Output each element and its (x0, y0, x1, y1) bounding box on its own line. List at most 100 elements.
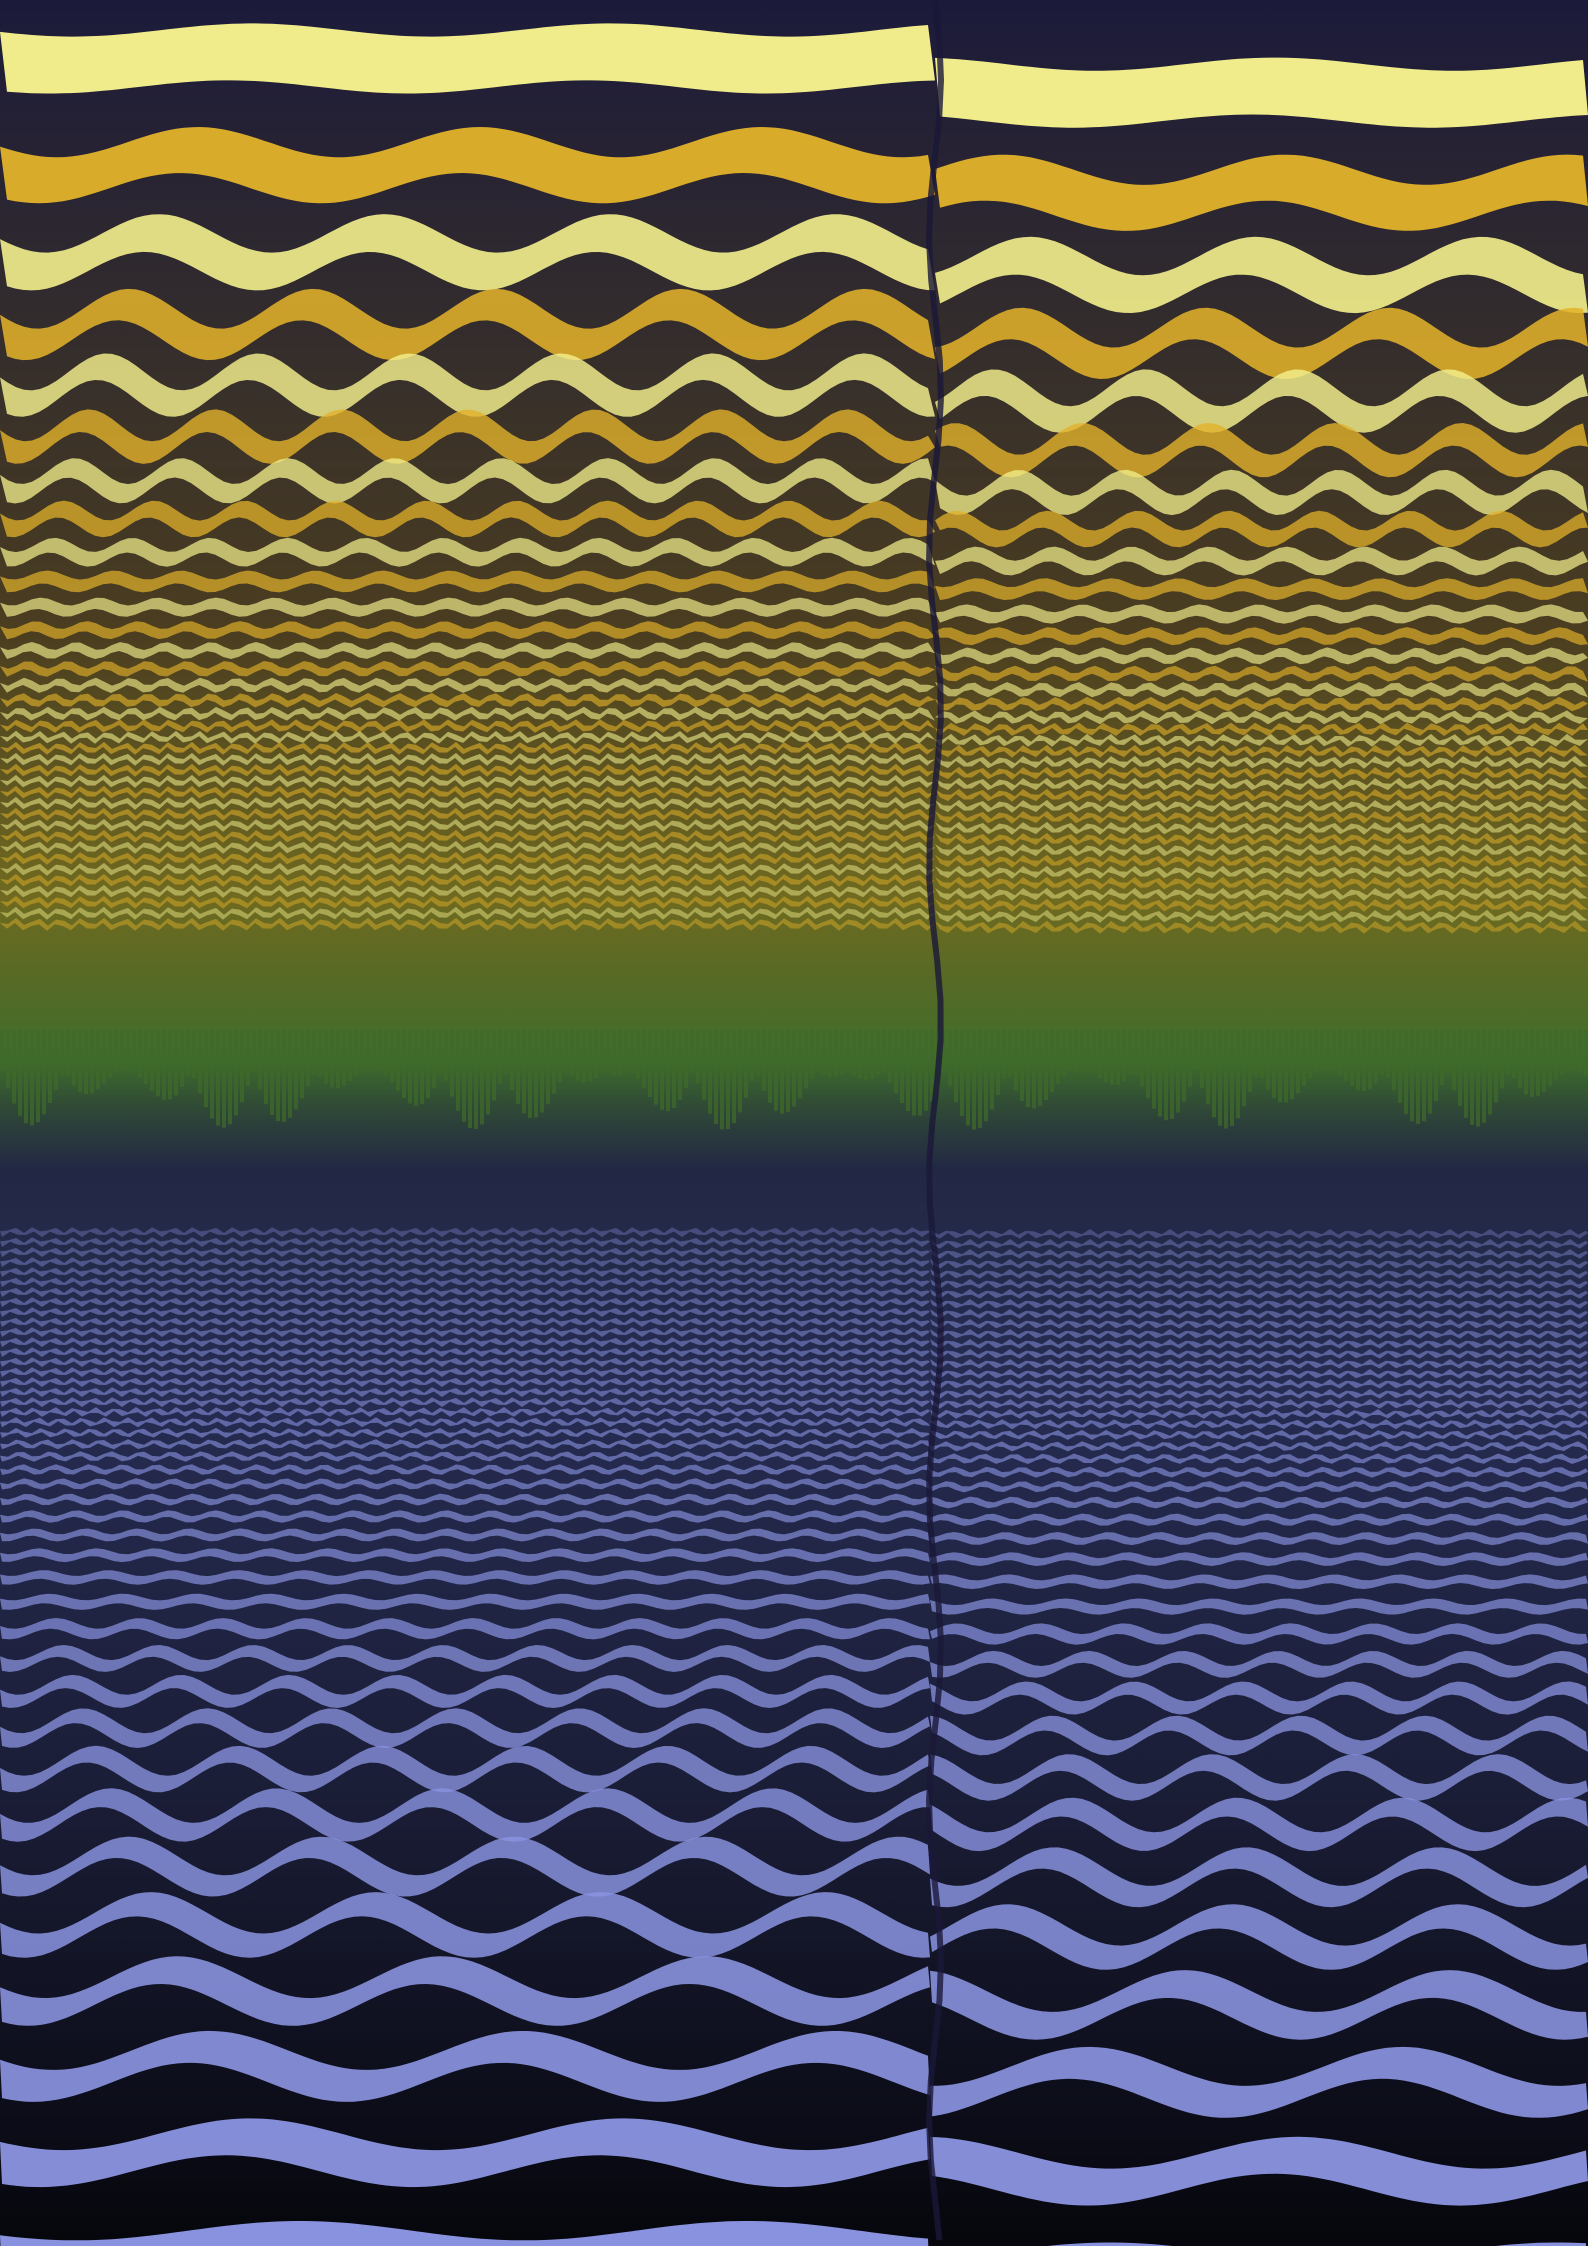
blue-stripe-left (0, 1267, 930, 1277)
gold-stripe-right (935, 647, 1588, 665)
gold-stripe-right (935, 369, 1588, 433)
green-spike (1542, 1030, 1546, 1092)
green-spike (696, 1030, 700, 1084)
green-spike (180, 1030, 184, 1088)
green-spike (1002, 1030, 1006, 1079)
blue-stripe-left (0, 1277, 930, 1287)
gold-stripe-right (935, 510, 1588, 548)
blue-stripe-left (0, 1387, 930, 1397)
green-spike (1206, 1030, 1210, 1105)
green-spike (750, 1030, 754, 1082)
green-spike (1470, 1030, 1474, 1125)
gold-stripe-right (935, 469, 1588, 516)
blue-stripe-right (930, 1797, 1588, 1852)
green-spike (684, 1030, 688, 1089)
green-spike (1176, 1030, 1180, 1113)
green-spike (36, 1030, 40, 1123)
green-spike (564, 1030, 568, 1073)
green-spike (294, 1030, 298, 1110)
green-spike (396, 1030, 400, 1091)
blue-stripe-right (930, 1598, 1588, 1615)
green-spike (1452, 1030, 1456, 1091)
green-spike (1158, 1030, 1162, 1117)
green-spike (780, 1030, 784, 1114)
blue-stripe-left (0, 1510, 930, 1523)
green-spike (1566, 1030, 1570, 1071)
green-spike (1266, 1030, 1270, 1090)
blue-stripe-left (0, 2221, 929, 2246)
gold-stripe-right (935, 821, 1588, 835)
green-spike (336, 1030, 340, 1088)
green-spike (948, 1030, 952, 1086)
blue-stripe-right (930, 1419, 1588, 1430)
green-spike (1134, 1030, 1138, 1076)
blue-stripe-left (0, 1297, 930, 1307)
gold-stripe-right (935, 909, 1588, 923)
green-spike (1128, 1030, 1132, 1075)
gold-stripe-right (935, 865, 1588, 879)
green-spike (1050, 1030, 1054, 1093)
green-spike (1518, 1030, 1522, 1089)
blue-stripe-left (0, 1417, 930, 1428)
green-spike (96, 1030, 100, 1089)
green-spike (546, 1030, 550, 1105)
green-spike (732, 1030, 736, 1124)
green-spike (978, 1030, 982, 1129)
green-spike (1236, 1030, 1240, 1119)
green-spike (1248, 1030, 1252, 1092)
green-spike (558, 1030, 562, 1083)
gold-stripe-left (0, 127, 935, 204)
blue-stripe-left (0, 2118, 930, 2188)
green-spike (1410, 1030, 1414, 1122)
gold-stripe-left (0, 693, 935, 708)
gold-stripe-right (935, 810, 1588, 824)
blue-stripe-right (930, 2136, 1588, 2206)
green-spike (1164, 1030, 1168, 1121)
gold-stripe-right (935, 733, 1588, 747)
green-spike (414, 1030, 418, 1106)
green-spike (1008, 1030, 1012, 1077)
green-spike (954, 1030, 958, 1103)
green-spike (996, 1030, 1000, 1095)
blue-stripe-left (0, 1478, 930, 1490)
green-spike (348, 1030, 352, 1082)
blue-stripe-left (0, 1439, 930, 1450)
blue-stripe-left (0, 1367, 930, 1377)
green-spike (114, 1030, 118, 1073)
green-spike (30, 1030, 34, 1126)
green-spike (534, 1030, 538, 1118)
green-spike (804, 1030, 808, 1089)
blue-stripe-right (930, 1970, 1588, 2040)
gold-stripe-left (0, 774, 935, 788)
gold-stripe-left (0, 796, 935, 810)
green-spike (210, 1030, 214, 1119)
green-spike (1104, 1030, 1108, 1083)
green-spike (654, 1030, 658, 1105)
blue-stripe-left (0, 1347, 930, 1357)
green-spike (516, 1030, 520, 1104)
gold-stripe-right (935, 744, 1588, 758)
green-spike (894, 1030, 898, 1094)
green-spike (822, 1030, 826, 1075)
green-spike (498, 1030, 502, 1084)
blue-stripe-left (0, 1407, 930, 1417)
green-spike (1308, 1030, 1312, 1079)
green-spike (48, 1030, 52, 1103)
green-spike (132, 1030, 136, 1073)
green-spike (282, 1030, 286, 1122)
green-spike (126, 1030, 130, 1071)
blue-stripe-right (930, 2046, 1588, 2118)
gold-stripe-left (0, 829, 935, 843)
green-spike (816, 1030, 820, 1071)
green-spike (1068, 1030, 1072, 1071)
gold-stripe-left (0, 785, 935, 799)
green-spike (702, 1030, 706, 1100)
blue-stripe-right (930, 1319, 1588, 1329)
gold-stripe-left (0, 763, 935, 777)
green-spike (84, 1030, 88, 1095)
green-spike (198, 1030, 202, 1094)
blue-stripe-left (0, 1956, 930, 2026)
green-spike (1524, 1030, 1528, 1095)
green-spike (522, 1030, 526, 1114)
